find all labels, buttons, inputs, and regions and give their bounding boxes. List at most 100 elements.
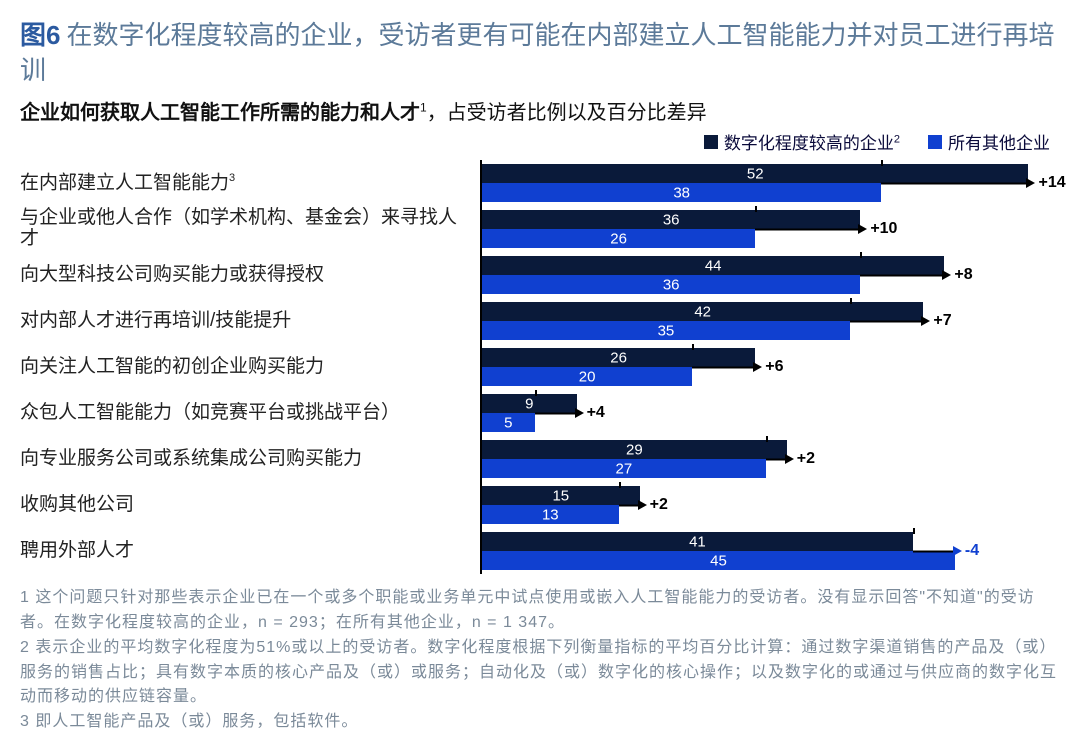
bar-series-b: 26 xyxy=(482,229,755,248)
bars-wrap: 29 27 +2 xyxy=(480,436,1060,482)
subtitle-bold: 企业如何获取人工智能工作所需的能力和人才 xyxy=(20,102,420,124)
bars-wrap: 4145 -4 xyxy=(480,528,1060,574)
bar-series-a: 44 xyxy=(482,256,944,275)
bar-series-b: 20 xyxy=(482,367,692,386)
diff-label: +10 xyxy=(870,220,897,238)
legend-sup-a: 2 xyxy=(894,134,900,146)
row-label: 向大型科技公司购买能力或获得授权 xyxy=(20,265,480,286)
legend-label-b: 所有其他企业 xyxy=(948,129,1050,154)
bars-wrap: 2620+6 xyxy=(480,344,1060,390)
legend: 数字化程度较高的企业2 所有其他企业 xyxy=(20,129,1060,154)
bar-series-b: 27 xyxy=(482,459,766,478)
footnotes: 1 这个问题只针对那些表示企业已在一个或多个职能或业务单元中试点使用或嵌入人工智… xyxy=(20,586,1060,735)
diff-tick xyxy=(619,482,621,488)
diff-connector xyxy=(619,505,640,507)
legend-swatch-b xyxy=(928,135,942,149)
bar-series-b: 38 xyxy=(482,183,881,202)
bar-value-a: 44 xyxy=(705,257,722,274)
diff-label: -4 xyxy=(965,542,979,560)
bar-value-b: 35 xyxy=(658,322,675,339)
bars-wrap: 1513+2 xyxy=(480,482,1060,528)
bar-value-b: 20 xyxy=(579,368,596,385)
diff-arrowhead xyxy=(942,270,951,280)
diff-arrowhead xyxy=(858,224,867,234)
chart-row: 向大型科技公司购买能力或获得授权 44 36 +8 xyxy=(20,252,1060,298)
diff-label: +7 xyxy=(933,312,951,330)
diff-tick xyxy=(755,206,757,212)
bar-series-b: 13 xyxy=(482,505,619,524)
legend-item-b: 所有其他企业 xyxy=(928,129,1050,154)
diff-connector xyxy=(755,229,860,231)
diff-connector xyxy=(881,183,1028,185)
chart-title: 图6在数字化程度较高的企业，受访者更有可能在内部建立人工智能能力并对员工进行再培… xyxy=(20,18,1060,88)
chart-subtitle: 企业如何获取人工智能工作所需的能力和人才1，占受访者比例以及百分比差异 xyxy=(20,96,1060,125)
diff-arrowhead xyxy=(638,500,647,510)
diff-connector xyxy=(850,321,924,323)
bars-wrap: 95 +4 xyxy=(480,390,1060,436)
bar-value-b: 38 xyxy=(673,184,690,201)
bar-value-a: 15 xyxy=(552,487,569,504)
bar-value-a: 26 xyxy=(610,349,627,366)
diff-connector xyxy=(913,551,955,553)
diff-tick xyxy=(766,436,768,442)
diff-label: +4 xyxy=(587,404,605,422)
row-label: 向关注人工智能的初创企业购买能力 xyxy=(20,357,480,378)
bar-value-a: 29 xyxy=(626,441,643,458)
diff-tick xyxy=(860,252,862,258)
bar-value-a: 9 xyxy=(525,395,533,412)
diff-connector xyxy=(692,367,755,369)
bar-value-a: 41 xyxy=(689,533,706,550)
bars-wrap: 44 36 +8 xyxy=(480,252,1060,298)
diff-tick xyxy=(913,528,915,534)
diff-arrowhead xyxy=(753,362,762,372)
row-label: 众包人工智能能力（如竞赛平台或挑战平台） xyxy=(20,403,480,424)
row-label: 向专业服务公司或系统集成公司购买能力 xyxy=(20,449,480,470)
diff-label: +2 xyxy=(797,450,815,468)
bar-value-b: 13 xyxy=(542,506,559,523)
bar-value-b: 27 xyxy=(616,460,633,477)
bar-series-a: 15 xyxy=(482,486,640,505)
diff-arrowhead xyxy=(575,408,584,418)
diff-arrowhead xyxy=(785,454,794,464)
bar-series-a: 42 xyxy=(482,302,923,321)
legend-item-a: 数字化程度较高的企业2 xyxy=(704,129,900,154)
legend-swatch-a xyxy=(704,135,718,149)
bar-series-b: 35 xyxy=(482,321,850,340)
bars-wrap: 5238+14 xyxy=(480,160,1060,206)
bar-series-a: 41 xyxy=(482,532,913,551)
diff-connector xyxy=(860,275,944,277)
bar-series-a: 26 xyxy=(482,348,755,367)
subtitle-sup: 1 xyxy=(420,101,427,115)
row-label: 与企业或他人合作（如学术机构、基金会）来寻找人才 xyxy=(20,208,480,250)
bar-series-b: 36 xyxy=(482,275,860,294)
subtitle-rest: ，占受访者比例以及百分比差异 xyxy=(427,102,707,124)
bar-series-b: 5 xyxy=(482,413,535,432)
bar-value-b: 5 xyxy=(504,414,512,431)
bar-value-a: 36 xyxy=(663,211,680,228)
title-text: 在数字化程度较高的企业，受访者更有可能在内部建立人工智能能力并对员工进行再培训 xyxy=(20,20,1054,85)
bar-series-a: 29 xyxy=(482,440,787,459)
diff-tick xyxy=(692,344,694,350)
diff-tick xyxy=(881,160,883,166)
chart-row: 向关注人工智能的初创企业购买能力2620+6 xyxy=(20,344,1060,390)
bar-value-b: 45 xyxy=(710,552,727,569)
bars-wrap: 42 35 +7 xyxy=(480,298,1060,344)
row-label: 收购其他公司 xyxy=(20,495,480,516)
diff-tick xyxy=(850,298,852,304)
bar-series-b: 45 xyxy=(482,551,955,570)
diff-label: +14 xyxy=(1038,174,1065,192)
chart-row: 与企业或他人合作（如学术机构、基金会）来寻找人才 3626 +10 xyxy=(20,206,1060,252)
chart-row: 对内部人才进行再培训/技能提升4235+7 xyxy=(20,298,1060,344)
bar-value-b: 36 xyxy=(663,276,680,293)
diff-label: +8 xyxy=(954,266,972,284)
bar-series-a: 9 xyxy=(482,394,577,413)
row-label: 聘用外部人才 xyxy=(20,541,480,562)
diff-tick xyxy=(535,390,537,396)
bar-value-a: 42 xyxy=(694,303,711,320)
legend-label-a: 数字化程度较高的企业 xyxy=(724,134,894,153)
footnote-line: 3 即人工智能产品及（或）服务，包括软件。 xyxy=(20,710,1060,735)
footnote-line: 1 这个问题只针对那些表示企业已在一个或多个职能或业务单元中试点使用或嵌入人工智… xyxy=(20,586,1060,636)
chart-row: 向专业服务公司或系统集成公司购买能力 29 27 +2 xyxy=(20,436,1060,482)
diff-arrowhead xyxy=(1026,178,1035,188)
chart-row: 众包人工智能能力（如竞赛平台或挑战平台） 95 +4 xyxy=(20,390,1060,436)
